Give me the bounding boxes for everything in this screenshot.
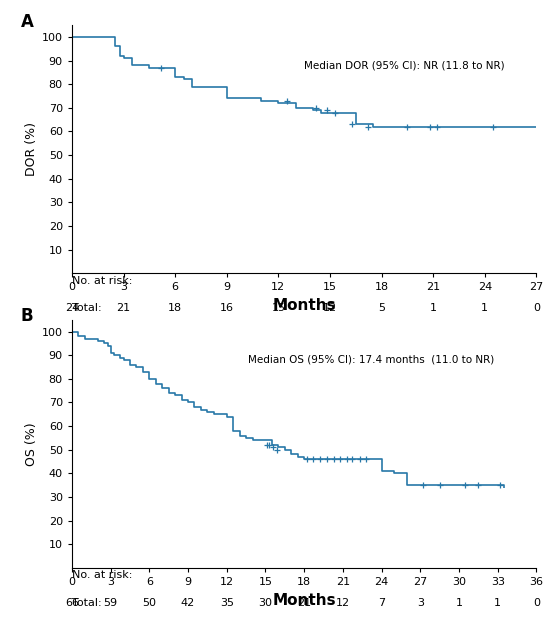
Text: 1: 1 [430, 303, 437, 314]
Text: 0: 0 [533, 598, 540, 608]
Text: 66: 66 [65, 598, 79, 608]
Text: 16: 16 [220, 303, 234, 314]
Text: A: A [21, 13, 34, 31]
Text: 50: 50 [142, 598, 156, 608]
Text: 1: 1 [494, 598, 501, 608]
Text: 15: 15 [272, 303, 285, 314]
Text: 59: 59 [103, 598, 118, 608]
Y-axis label: OS (%): OS (%) [25, 422, 38, 466]
X-axis label: Months: Months [272, 593, 336, 608]
Text: 3: 3 [417, 598, 424, 608]
Text: 12: 12 [336, 598, 350, 608]
Y-axis label: DOR (%): DOR (%) [25, 122, 38, 176]
Text: 21: 21 [297, 598, 311, 608]
Text: 12: 12 [323, 303, 337, 314]
Text: 21: 21 [117, 303, 131, 314]
Text: 1: 1 [481, 303, 488, 314]
Text: Total:: Total: [72, 598, 102, 608]
Text: Total:: Total: [72, 303, 102, 314]
Text: 35: 35 [220, 598, 234, 608]
Text: Median OS (95% CI): 17.4 months  (11.0 to NR): Median OS (95% CI): 17.4 months (11.0 to… [248, 355, 494, 365]
Text: B: B [21, 307, 33, 325]
Text: Median DOR (95% CI): NR (11.8 to NR): Median DOR (95% CI): NR (11.8 to NR) [304, 60, 505, 70]
Text: 7: 7 [378, 598, 385, 608]
Text: No. at risk:: No. at risk: [72, 276, 132, 285]
Text: 5: 5 [378, 303, 385, 314]
Text: 30: 30 [258, 598, 273, 608]
X-axis label: Months: Months [272, 298, 336, 313]
Text: 0: 0 [533, 303, 540, 314]
Text: 24: 24 [65, 303, 79, 314]
Text: 1: 1 [456, 598, 462, 608]
Text: No. at risk:: No. at risk: [72, 571, 132, 580]
Text: 18: 18 [168, 303, 182, 314]
Text: 42: 42 [181, 598, 195, 608]
